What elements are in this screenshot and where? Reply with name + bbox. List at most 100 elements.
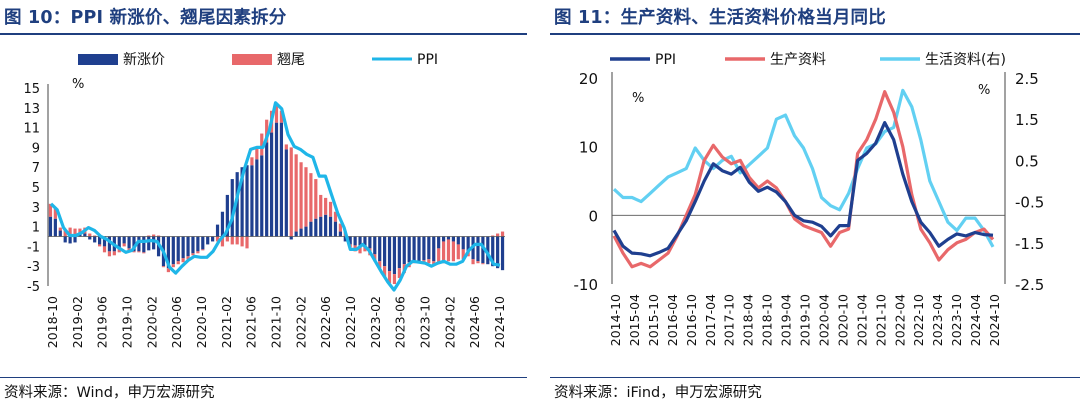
bar-new-price [466,236,470,252]
bar-carryover [289,147,293,237]
bar-new-price [373,236,377,255]
x-tick-label: 2020-10 [194,296,209,348]
bar-carryover [196,251,200,254]
bar-new-price [171,236,175,265]
title-rule [550,33,1080,35]
bar-carryover [88,233,92,237]
bar-carryover [127,248,131,251]
bar-carryover [132,251,136,253]
x-tick-label: 2022-06 [318,296,333,348]
bar-carryover [378,261,382,269]
bar-carryover [161,266,166,268]
bar-carryover [363,246,367,252]
bar-new-price [294,231,298,237]
x-tick-label: 2017-10 [722,294,737,346]
bar-new-price [319,216,323,237]
legend-label: PPI [417,52,438,68]
x-tick-label: 2019-04 [779,294,794,346]
bar-carryover [78,228,82,235]
bar-carryover [255,148,259,160]
y-right-tick-label: -0.5 [1015,194,1044,212]
x-tick-label: 2020-06 [169,296,184,348]
y-tick-label: 13 [23,102,40,117]
x-tick-label: 2022-04 [892,294,907,346]
x-tick-label: 2019-10 [120,296,135,348]
bar-new-price [152,236,156,250]
y-tick-label: 3 [32,201,40,216]
bar-new-price [93,236,97,243]
bar-carryover [102,246,107,253]
x-tick-label: 2020-04 [816,294,831,346]
bar-carryover [68,227,72,237]
bar-carryover [476,261,480,264]
ppi-line [49,101,501,292]
bar-new-price [304,226,308,237]
bar-new-price [274,122,279,237]
bar-new-price [397,236,401,269]
bar-carryover [260,133,264,156]
bar-carryover [58,227,62,231]
bar-new-price [211,236,215,242]
bar-carryover [500,231,505,237]
legend-label: 新涨价 [123,52,165,68]
x-tick-label: 2019-10 [798,294,813,346]
bar-carryover [191,253,195,256]
y-left-tick-label: -10 [574,276,599,294]
x-tick-label: 2016-04 [665,294,680,346]
bar-carryover [265,119,269,143]
bar-carryover [456,244,460,260]
bar-new-price [147,236,151,251]
bar-new-price [338,231,342,237]
x-tick-label: 2016-10 [684,294,699,346]
bar-carryover [245,236,249,249]
bar-new-price [68,236,72,244]
bar-carryover [437,248,441,264]
bar-new-price [250,165,254,237]
bar-new-price [378,236,382,262]
chart-panel-material-prices: 图 11：生产资料、生活资料价格当月同比 PPI 生产资料 生活资料(右)%% 20 1… [550,0,1080,409]
bar-carryover [156,235,161,237]
bar-new-price [127,236,131,249]
bar-new-price [363,236,367,247]
x-tick-label: 2015-10 [646,294,661,346]
bar-new-price [353,236,357,246]
bar-carryover [446,239,451,262]
x-tick-label: 2019-02 [70,296,85,348]
bottom-rule [550,377,1080,378]
bar-carryover [328,201,333,217]
bar-new-price [402,236,406,265]
bar-carryover [63,230,67,237]
bar-carryover [387,271,392,284]
ppi-decomposition-chart: 新涨价 翘尾 PPI% 15 13 11 9 7 5 3 1 -1 -3 -5 2018-10 2019-02… [23,52,507,348]
x-tick-label: 2022-10 [911,294,926,346]
y-tick-label: -1 [27,240,40,255]
bar-carryover [48,203,53,217]
bar-carryover [319,194,323,217]
bar-carryover [333,211,338,222]
bar-carryover [73,228,77,237]
bar-carryover [397,268,401,279]
bar-carryover [201,249,205,251]
bar-new-price [235,172,239,237]
bar-carryover [383,266,387,278]
bar-carryover [432,261,436,266]
bar-new-price [83,233,87,237]
chart-title: 图 10：PPI 新涨价、翘尾因素拆分 [4,8,287,28]
source-note: 资料来源：iFind，申万宏源研究 [554,385,762,401]
y-right-tick-label: -1.5 [1015,235,1044,253]
bar-carryover [461,249,465,260]
legend-swatch [78,54,118,65]
bar-new-price [358,236,362,246]
bar-carryover [93,235,97,237]
bar-new-price [279,122,284,237]
bar-carryover [181,258,185,263]
bar-new-price [117,236,121,250]
bar-carryover [176,261,180,265]
bar-new-price [78,234,82,237]
x-tick-label: 2024-10 [492,296,507,348]
bottom-rule [0,377,527,378]
x-tick-label: 2024-10 [987,294,1002,346]
bar-new-price [417,236,421,262]
x-tick-label: 2021-10 [269,296,284,348]
bar-carryover [142,252,146,254]
